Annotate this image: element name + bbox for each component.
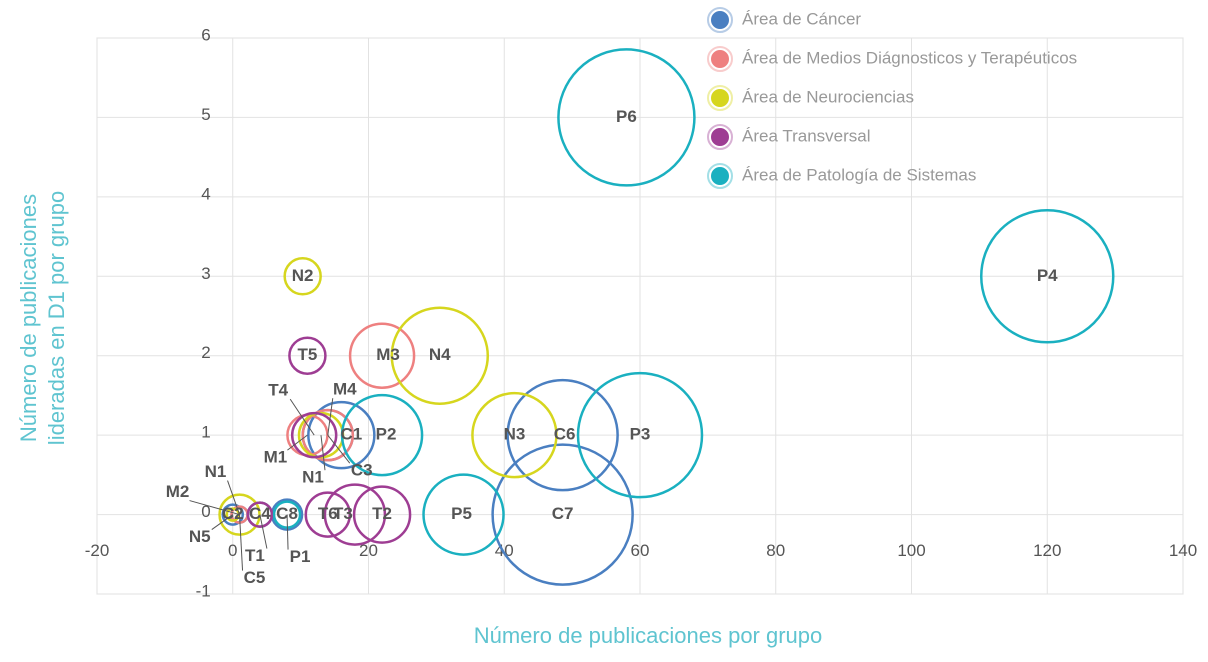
bubble-label: T6: [318, 504, 338, 523]
leader-line: [320, 435, 326, 471]
legend-swatch-ring: [707, 85, 733, 111]
bubble-label: P6: [616, 107, 637, 126]
leader-line: [211, 514, 234, 530]
y-tick-label: -1: [196, 581, 211, 600]
x-axis-label: Número de publicaciones por grupo: [474, 623, 823, 648]
legend-swatch-ring: [707, 46, 733, 72]
bubble: [323, 483, 387, 546]
bubble-label: C6: [554, 425, 576, 444]
legend-swatch-ring: [707, 163, 733, 189]
bubble-label: P5: [451, 504, 472, 523]
leader-line: [189, 500, 240, 516]
legend-label: Área de Medios Diágnosticos y Terapéutic…: [742, 48, 1077, 67]
bubble-label: N1: [302, 468, 324, 487]
bubble-label: C3: [351, 461, 373, 480]
bubble-label: N2: [292, 266, 314, 285]
leader-line: [287, 434, 308, 451]
y-tick-label: 3: [201, 264, 210, 283]
bubble: [506, 378, 619, 492]
x-tick-label: 20: [359, 541, 378, 560]
bubble: [288, 336, 327, 375]
bubble: [352, 485, 412, 544]
bubble: [290, 411, 338, 459]
bubble: [348, 322, 416, 389]
bubble: [557, 48, 696, 187]
bubble: [301, 408, 355, 462]
legend-swatch: [709, 9, 731, 31]
bubble: [304, 491, 352, 538]
leader-line: [327, 434, 351, 464]
legend-swatch-ring: [707, 124, 733, 150]
leader-line: [227, 480, 241, 515]
bubble: [576, 371, 704, 499]
x-tick-label: 0: [228, 541, 237, 560]
bubble-label: N5: [189, 527, 211, 546]
leader-line: [327, 398, 334, 436]
leader-line: [286, 514, 289, 550]
leader-line: [259, 514, 268, 549]
bubble-label: C7: [552, 504, 574, 523]
bubble-label: P2: [376, 425, 397, 444]
bubble-label: T1: [245, 546, 265, 565]
y-tick-label: 2: [201, 343, 210, 362]
x-tick-label: 140: [1169, 541, 1197, 560]
bubble-label: N4: [429, 345, 451, 364]
legend-label: Área de Patología de Sistemas: [742, 165, 976, 184]
bubble-label: T3: [333, 504, 353, 523]
bubble-label: M3: [376, 345, 400, 364]
bubble-label: N1: [205, 462, 227, 481]
legend-swatch: [709, 48, 731, 70]
legend-label: Área de Cáncer: [742, 9, 861, 28]
y-axis-label: Número de publicaciones: [16, 194, 41, 442]
bubble-label: M1: [264, 448, 288, 467]
bubble: [390, 306, 490, 405]
legend-swatch: [709, 126, 731, 148]
legend-swatch: [709, 165, 731, 187]
x-tick-label: 100: [897, 541, 925, 560]
bubble-label: M2: [166, 482, 190, 501]
bubble-label: P4: [1037, 266, 1058, 285]
x-tick-label: 80: [766, 541, 785, 560]
bubble: [340, 393, 424, 477]
legend-label: Área de Neurociencias: [742, 87, 914, 106]
bubble: [422, 473, 505, 556]
bubble-label: C8: [276, 504, 298, 523]
bubble-label: M4: [333, 380, 357, 399]
bubble: [218, 493, 261, 536]
bubble: [221, 503, 244, 526]
bubble-label: N3: [504, 425, 526, 444]
legend-swatch: [709, 87, 731, 109]
y-tick-label: 1: [201, 423, 210, 442]
x-tick-label: 40: [495, 541, 514, 560]
bubble: [471, 391, 558, 479]
x-tick-label: 60: [631, 541, 650, 560]
leader-line: [289, 398, 315, 436]
bubble: [246, 501, 274, 528]
y-tick-label: 4: [201, 184, 210, 203]
bubble-label: P3: [630, 425, 651, 444]
bubble-label: P1: [290, 547, 311, 566]
y-axis-label: lideradas en D1 por grupo: [44, 191, 69, 445]
legend-swatch-ring: [707, 7, 733, 33]
bubble: [491, 443, 634, 586]
bubble-label: C1: [340, 425, 362, 444]
bubble-label: C4: [249, 504, 271, 523]
legend-label: Área Transversal: [742, 126, 871, 145]
bubble-label: C5: [244, 568, 266, 587]
bubble-label: T4: [268, 381, 288, 400]
bubble-label: T2: [372, 504, 392, 523]
y-tick-label: 0: [201, 502, 210, 521]
leader-line: [239, 514, 244, 571]
y-tick-label: 6: [201, 25, 210, 44]
bubble: [980, 209, 1115, 344]
x-tick-label: -20: [85, 541, 110, 560]
bubble: [283, 257, 322, 296]
y-tick-label: 5: [201, 105, 210, 124]
bubble-label: T5: [297, 345, 317, 364]
x-tick-label: 120: [1033, 541, 1061, 560]
bubble: [307, 400, 376, 470]
